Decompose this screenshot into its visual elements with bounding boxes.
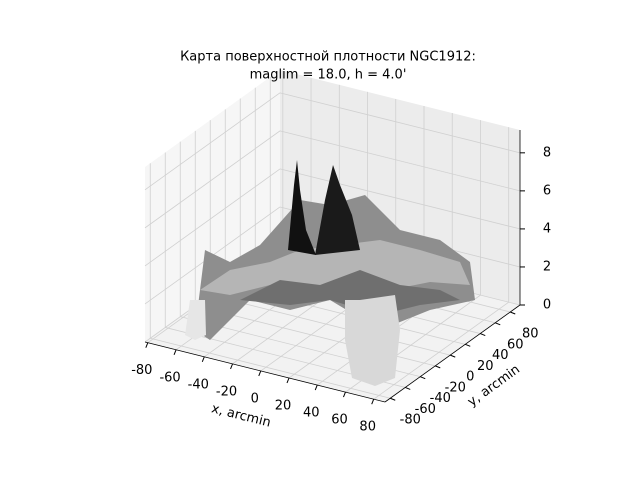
x-tick-label: -40 — [188, 377, 209, 392]
x-tick-label: 20 — [275, 399, 292, 414]
y-tick — [435, 365, 441, 369]
grid-line — [279, 92, 521, 154]
grid-line — [210, 294, 451, 356]
grid-line — [150, 337, 391, 399]
y-tick-label: 60 — [507, 337, 524, 352]
y-tick-label: -20 — [445, 380, 466, 395]
surface-peak — [315, 165, 360, 255]
z-tick-label: 8 — [543, 145, 551, 160]
z-tick-label: 4 — [543, 221, 551, 236]
y-tick-label: 0 — [466, 370, 474, 385]
y-tick-label: 80 — [522, 327, 539, 342]
chart-title: Карта поверхностной плотности NGC1912: — [180, 50, 476, 65]
x-tick-label: -60 — [159, 370, 180, 385]
y-tick — [510, 311, 516, 315]
y-tick-label: -40 — [430, 391, 451, 406]
surface-ridge — [200, 240, 470, 295]
surface-peak — [288, 160, 316, 255]
grid-line — [279, 130, 521, 192]
grid-line — [373, 301, 509, 400]
surface — [185, 160, 475, 386]
y-tick-label: -80 — [400, 413, 421, 428]
x-tick — [201, 356, 205, 363]
grid-line — [144, 130, 281, 229]
chart-title: maglim = 18.0, h = 4.0' — [250, 68, 407, 83]
x-tick — [258, 370, 262, 377]
z-tick-label: 2 — [543, 259, 551, 274]
z-tick-label: 6 — [543, 183, 551, 198]
x-tick-label: 40 — [303, 406, 320, 421]
x-tick — [230, 363, 233, 370]
z-tick-label: 0 — [543, 298, 551, 313]
grid-line — [144, 168, 281, 267]
axis-line — [144, 341, 386, 403]
y-tick — [495, 322, 501, 326]
x-tick-label: 80 — [359, 420, 376, 435]
axes: -80 -60 -40 -20 0 20 40 60 80 -80-60-40-200204060… — [131, 130, 551, 435]
y-tick — [480, 333, 486, 337]
surface-dip — [345, 295, 400, 386]
y-tick — [420, 376, 426, 380]
grid-line — [144, 92, 281, 191]
x-tick — [314, 384, 318, 391]
y-tick — [390, 397, 396, 401]
y-tick — [405, 386, 411, 390]
x-tick-label: 0 — [251, 391, 259, 406]
left-pane — [145, 70, 280, 342]
grid-line — [279, 168, 521, 230]
axis-line — [384, 304, 521, 403]
x-tick — [173, 349, 177, 355]
x-tick-label: -20 — [216, 384, 237, 399]
surface-shade — [240, 270, 460, 315]
y-tick-label: 40 — [492, 348, 509, 363]
y-tick — [465, 343, 471, 347]
x-tick — [343, 391, 346, 398]
x-tick-label: -80 — [131, 363, 152, 378]
x-tick — [145, 342, 149, 348]
y-tick — [450, 354, 456, 358]
y-tick-label: -60 — [415, 402, 436, 417]
x-tick — [371, 398, 375, 405]
y-tick-label: 20 — [477, 359, 494, 374]
surface-dip — [185, 300, 206, 340]
x-tick-label: 60 — [331, 413, 348, 428]
x-tick — [286, 377, 290, 384]
